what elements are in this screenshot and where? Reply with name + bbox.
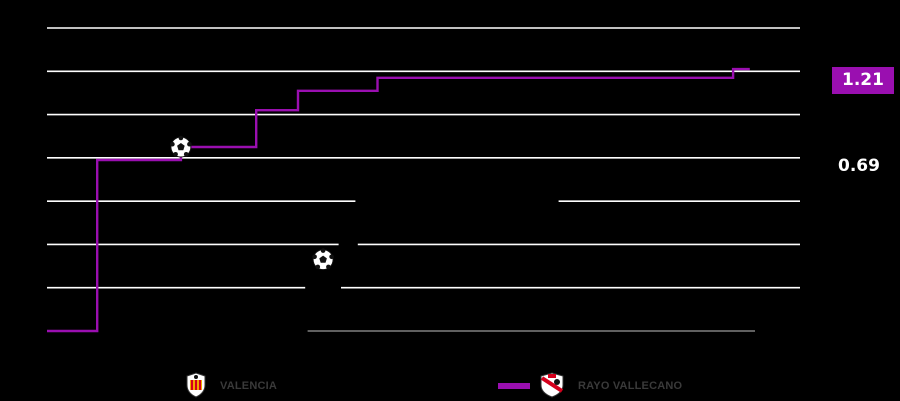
ball-edge-patch [187,141,192,147]
rayo-vallecano-swatch [498,383,530,389]
rayo-vallecano-crest-icon [538,371,566,401]
soccer-ball-icon [170,135,192,158]
legend-item-valencia: VALENCIA [184,371,278,401]
ball-edge-patch [329,254,334,260]
ball-edge-patch [312,254,317,260]
valencia-crest-icon [184,371,208,401]
ball-edge-patch [170,141,175,147]
valencia-line [47,180,750,333]
legend-label-rayo-vallecano: RAYO VALLECANO [578,380,683,392]
series-lines [47,67,750,333]
legend-label-valencia: VALENCIA [220,380,278,392]
ball-edge-patch [326,264,331,270]
ball-edge-patch [173,152,178,157]
rayo-vallecano-end-value: 1.21 [832,67,894,94]
legend-item-rayo-vallecano: RAYO VALLECANO [498,371,683,401]
goal-markers [170,135,334,271]
ball-center-patch [177,143,185,151]
ball-edge-patch [315,264,321,270]
ball-edge-patch [178,135,184,141]
ball-edge-patch [183,152,189,157]
grid-lines [47,27,800,332]
ball-edge-patch [320,248,326,253]
rayo-vallecano-line [47,67,750,333]
ball-center-patch [319,255,327,263]
soccer-ball-icon [312,248,334,271]
valencia-end-value: 0.69 [832,153,886,179]
